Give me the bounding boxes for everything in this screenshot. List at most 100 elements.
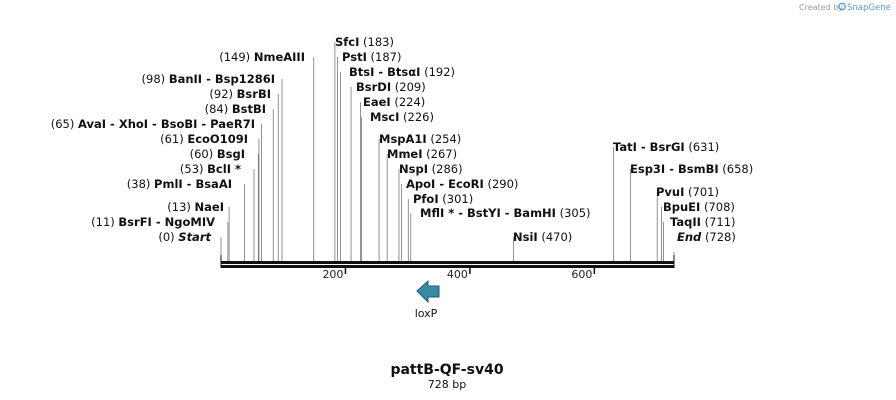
site-name: BpuEI (663, 200, 700, 214)
site-label[interactable]: ApoI - EcoRI (290) (406, 177, 518, 191)
site-position: (61) (160, 132, 184, 146)
site-name: BanII - Bsp1286I (169, 72, 275, 86)
site-label[interactable]: MflI * - BstYI - BamHI (305) (420, 206, 591, 220)
ruler-ticks: 200 400 600 (322, 268, 596, 281)
site-label[interactable]: MscI (226) (370, 110, 434, 124)
site-label[interactable]: MmeI (267) (387, 147, 457, 161)
site-position: (98) (142, 72, 166, 86)
site-position: (13) (167, 200, 191, 214)
site-position: (60) (190, 147, 214, 161)
feature-loxp-label: loxP (415, 307, 438, 320)
site-label[interactable]: PfoI (301) (413, 192, 473, 206)
site-name: Start (178, 230, 211, 244)
site-label[interactable]: NspI (286) (399, 162, 463, 176)
site-name: BtsI - BtsαI (349, 65, 420, 79)
site-name: TaqII (670, 215, 701, 229)
site-label[interactable]: End (728) (677, 230, 736, 244)
site-name: Esp3I - BsmBI (630, 162, 719, 176)
site-position: (53) (180, 162, 204, 176)
site-name: SfcI (335, 35, 359, 49)
site-name: BsrDI (356, 80, 391, 94)
site-position: (267) (426, 147, 457, 161)
site-position: (708) (704, 200, 735, 214)
site-position: (183) (363, 35, 394, 49)
site-position: (290) (487, 177, 518, 191)
backbone-bottom-strand (221, 265, 674, 268)
site-position: (286) (432, 162, 463, 176)
site-name: NsiI (513, 230, 538, 244)
site-position: (38) (127, 177, 151, 191)
site-position: (658) (722, 162, 753, 176)
loxp-arrow-icon[interactable] (416, 279, 440, 304)
site-label[interactable]: TaqII (711) (670, 215, 736, 229)
site-label[interactable]: (13) NaeI (167, 200, 224, 214)
snapgene-logo-icon (838, 2, 846, 11)
site-label[interactable]: (65) AvaI - XhoI - BsoBI - PaeR7I (51, 117, 255, 131)
site-label[interactable]: TatI - BsrGI (631) (613, 140, 719, 154)
site-position: (65) (51, 117, 75, 131)
site-name: AvaI - XhoI - BsoBI - PaeR7I (78, 117, 255, 131)
site-position: (305) (560, 206, 591, 220)
site-label[interactable]: PstI (187) (342, 50, 401, 64)
site-label[interactable]: EaeI (224) (363, 95, 425, 109)
site-label[interactable]: (149) NmeAIII (219, 50, 305, 64)
site-label[interactable]: (60) BsgI (190, 147, 245, 161)
site-label[interactable]: (0) Start (158, 230, 211, 244)
map-length: 728 bp (428, 378, 466, 391)
site-position: (149) (219, 50, 250, 64)
site-name: PstI (342, 50, 367, 64)
site-label[interactable]: BtsI - BtsαI (192) (349, 65, 455, 79)
site-label[interactable]: (92) BsrBI (209, 87, 271, 101)
site-name: EaeI (363, 95, 391, 109)
site-label[interactable]: MspA1I (254) (379, 132, 461, 146)
ruler-tick-label: 600 (571, 268, 592, 281)
credit-brand: SnapGene (847, 3, 891, 13)
site-name: MflI * - BstYI - BamHI (420, 206, 556, 220)
backbone-top-strand (221, 261, 674, 264)
ruler-tick-label: 200 (322, 268, 343, 281)
site-position: (92) (209, 87, 233, 101)
site-position: (631) (688, 140, 719, 154)
site-label[interactable]: NsiI (470) (513, 230, 572, 244)
site-position: (254) (430, 132, 461, 146)
site-position: (301) (442, 192, 473, 206)
site-position: (728) (705, 230, 736, 244)
site-position: (701) (688, 185, 719, 199)
site-name: End (677, 230, 702, 244)
ruler-tick-label: 400 (447, 268, 468, 281)
site-name: NmeAIII (254, 50, 305, 64)
site-label[interactable]: BpuEI (708) (663, 200, 735, 214)
site-label[interactable]: BsrDI (209) (356, 80, 426, 94)
site-name: BsrBI (237, 87, 271, 101)
site-label[interactable]: (53) BclI * (180, 162, 241, 176)
site-label[interactable]: (61) EcoO109I (160, 132, 248, 146)
site-position: (224) (394, 95, 425, 109)
site-position: (192) (424, 65, 455, 79)
site-label[interactable]: (11) BsrFI - NgoMIV (91, 215, 215, 229)
site-position: (84) (205, 102, 229, 116)
site-name: NspI (399, 162, 428, 176)
site-labels: SfcI (183)PstI (187) (149) NmeAIII BtsI - … (51, 35, 753, 244)
site-name: EcoO109I (187, 132, 248, 146)
site-label[interactable]: (84) BstBI (205, 102, 266, 116)
site-position: (470) (541, 230, 572, 244)
site-label[interactable]: PvuI (701) (656, 185, 719, 199)
site-position: (0) (158, 230, 174, 244)
site-lines (220, 42, 675, 261)
site-label[interactable]: (98) BanII - Bsp1286I (142, 72, 275, 86)
site-position: (209) (395, 80, 426, 94)
site-name: BsrFI - NgoMIV (118, 215, 215, 229)
site-position: (11) (91, 215, 115, 229)
site-name: PmlI - BsaAI (154, 177, 232, 191)
site-label[interactable]: SfcI (183) (335, 35, 394, 49)
map-title: pattB-QF-sv40 (390, 362, 503, 378)
site-name: MmeI (387, 147, 423, 161)
site-name: BstBI (232, 102, 266, 116)
feature-loxp[interactable]: loxP (415, 279, 440, 320)
site-name: PfoI (413, 192, 439, 206)
site-name: MscI (370, 110, 399, 124)
site-name: MspA1I (379, 132, 427, 146)
site-name: TatI - BsrGI (613, 140, 685, 154)
site-label[interactable]: Esp3I - BsmBI (658) (630, 162, 753, 176)
site-label[interactable]: (38) PmlI - BsaAI (127, 177, 232, 191)
